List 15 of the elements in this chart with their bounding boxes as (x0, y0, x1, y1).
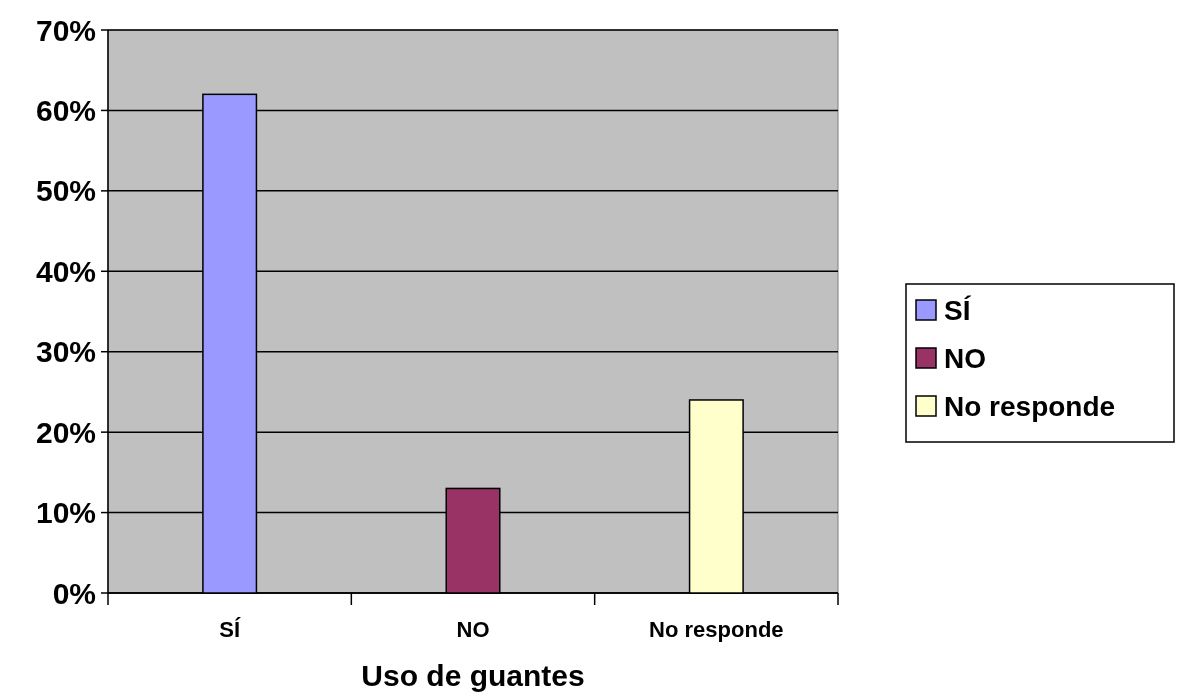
y-tick-label: 60% (35, 93, 96, 127)
x-tick-label: NO (456, 617, 490, 642)
legend-label: SÍ (944, 294, 972, 326)
legend-label: NO (944, 342, 986, 374)
y-tick-label: 30% (35, 335, 96, 369)
y-tick-label: 10% (35, 496, 96, 530)
y-tick-label: 50% (35, 174, 96, 208)
legend-label: No responde (944, 390, 1116, 422)
y-tick-label: 70% (35, 13, 96, 47)
y-tick-label: 20% (35, 415, 96, 449)
y-tick-label: 40% (35, 254, 96, 288)
x-tick-label: No responde (649, 617, 784, 642)
y-tick-label: 0% (52, 576, 96, 610)
x-axis-title: Uso de guantes (361, 659, 585, 692)
x-tick-label: SÍ (219, 617, 241, 642)
